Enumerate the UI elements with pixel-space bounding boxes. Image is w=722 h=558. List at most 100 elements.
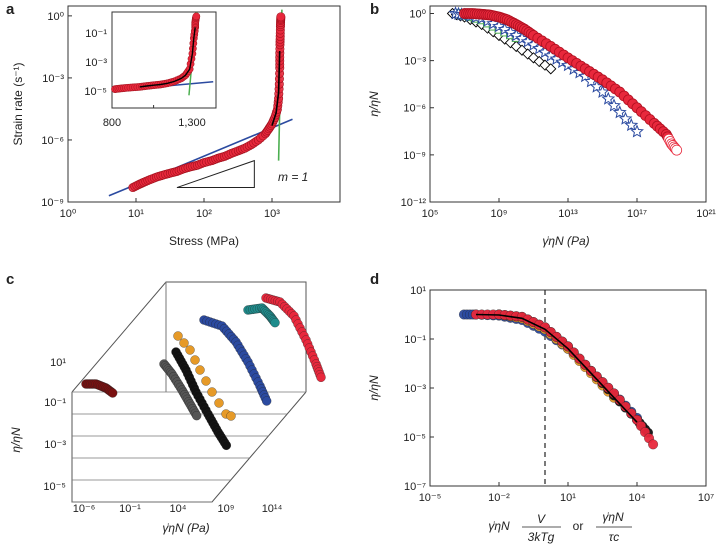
panel-letter-c: c	[6, 271, 14, 288]
panel-c-xtick-label: 10⁻⁶	[73, 503, 96, 515]
panel-d-xtick-label: 10⁴	[629, 492, 646, 504]
star-point	[497, 22, 512, 36]
panel-c-ticks: 10¹ 10⁻¹ 10⁻³ 10⁻⁵ 10⁻⁶ 10⁻¹ 10⁴ 10⁹ 10¹⁴	[43, 357, 282, 515]
panel-d-ylabel: η/ηN	[367, 375, 381, 401]
inset-point	[192, 12, 201, 21]
slope-triangle	[176, 159, 255, 189]
inset-xtick-1: 800	[103, 117, 121, 129]
panel-b-frame	[429, 5, 707, 203]
panel-c-xtick-label: 10⁻¹	[119, 503, 141, 515]
data-point	[580, 359, 591, 370]
diamond-point	[516, 44, 528, 56]
panel-a-ylabel: Strain rate (s⁻¹)	[11, 62, 25, 145]
fit-line-top	[271, 50, 281, 126]
data-point	[276, 12, 286, 22]
data-point	[226, 411, 236, 421]
panel-c-ylabel: η/ηN	[9, 427, 23, 453]
d-frac1-num: V	[537, 512, 546, 526]
panel-d-xtick-label: 10⁻²	[488, 492, 510, 504]
panel-b-points	[446, 6, 683, 156]
panel-b-xtick-label: 10¹³	[558, 208, 578, 220]
panel-b-ytick-label: 10⁻¹²	[401, 197, 427, 209]
inset-black-line	[139, 27, 196, 88]
panel-d-fit-line	[475, 313, 638, 423]
slope-annotation: m = 1	[278, 170, 308, 184]
inset-ytick-3: 10⁻⁵	[84, 86, 107, 98]
panel-b-xlabel: γ̇ηN (Pa)	[542, 234, 589, 248]
panel-a-ytick-label: 10⁻³	[42, 73, 64, 85]
panel-letter-a: a	[6, 1, 15, 18]
panel-d-xtick-label: 10⁻⁵	[419, 492, 442, 504]
panel-a-xtick-label: 10¹	[128, 208, 144, 220]
panel-d-ytick-label: 10⁻⁵	[403, 432, 426, 444]
star-point	[624, 117, 639, 132]
star-point	[612, 105, 627, 119]
data-point	[574, 353, 585, 364]
panel-d-ytick-label: 10¹	[410, 285, 426, 297]
panel-a-ytick-label: 10⁻⁶	[41, 135, 64, 147]
data-point	[108, 388, 118, 398]
panel-d-points	[459, 309, 659, 450]
data-point	[316, 372, 326, 382]
data-point	[563, 341, 573, 352]
panel-c: 10¹ 10⁻¹ 10⁻³ 10⁻⁵ 10⁻⁶ 10⁻¹ 10⁴ 10⁹ 10¹⁴ γ̇ηN (…	[9, 281, 326, 535]
inset-ytick-2: 10⁻³	[85, 57, 107, 69]
data-point	[568, 347, 579, 358]
data-point	[201, 376, 211, 386]
d-xlabel-left: γ̇ηN	[488, 519, 510, 533]
panel-a-points	[128, 12, 286, 193]
panel-b: 10⁵ 10⁹ 10¹³ 10¹⁷ 10²¹ 10⁰ 10⁻³ 10⁻⁶ 10⁻⁹ 10⁻¹² γ…	[367, 5, 716, 248]
panel-b-ytick-label: 10⁻⁹	[403, 150, 426, 162]
data-point	[270, 318, 280, 328]
data-point	[671, 144, 683, 156]
inset-ytick-1: 10⁻¹	[85, 28, 107, 40]
data-point	[192, 411, 202, 421]
panel-c-xtick-label: 10¹⁴	[262, 503, 283, 515]
slope-triangle-path	[176, 159, 255, 189]
d-frac1-den: 3kTg	[528, 530, 555, 544]
inset-frame	[111, 11, 217, 109]
inset-xtick-2: 1,300	[178, 117, 206, 129]
panel-c-xlabel: γ̇ηN (Pa)	[162, 521, 209, 535]
star-point	[607, 98, 621, 112]
diamond-point	[545, 63, 557, 75]
panel-b-xtick-label: 10⁵	[422, 208, 439, 220]
panel-a-xtick-label: 10²	[196, 208, 212, 220]
data-point	[195, 365, 205, 375]
panel-d-xtick-label: 10¹	[560, 492, 576, 504]
panel-d-ytick-label: 10⁻³	[404, 383, 426, 395]
diamond-point	[527, 52, 540, 64]
data-point	[190, 355, 200, 365]
panel-c-xtick-label: 10⁹	[218, 503, 235, 515]
panel-b-ytick-label: 10⁰	[409, 8, 426, 20]
panel-letter-d: d	[370, 271, 379, 288]
panel-c-xtick-label: 10⁴	[170, 503, 187, 515]
data-point	[214, 398, 224, 408]
data-point	[173, 331, 183, 341]
panel-c-ytick-label: 10⁻⁵	[43, 481, 66, 493]
fit-line	[475, 313, 638, 423]
data-point	[207, 387, 217, 397]
panel-b-xtick-label: 10¹⁷	[627, 208, 647, 220]
panel-b-xtick-label: 10²¹	[696, 208, 716, 220]
panel-letter-b: b	[370, 1, 379, 18]
panel-d-frame	[429, 289, 707, 487]
panel-c-ytick-label: 10⁻³	[44, 439, 66, 451]
panel-a-ticks: 10⁰ 10¹ 10² 10³ 10⁰ 10⁻³ 10⁻⁶ 10⁻⁹	[41, 11, 280, 220]
panel-d-xlabel: γ̇ηN V 3kTg or γ̇ηN τc	[488, 510, 632, 544]
panel-b-xtick-label: 10⁹	[491, 208, 508, 220]
panel-a-xtick-label: 10⁰	[60, 208, 77, 220]
star-point	[509, 28, 524, 42]
panel-a-ytick-label: 10⁰	[47, 11, 64, 23]
d-frac2-den: τc	[609, 530, 620, 544]
star-point	[601, 91, 616, 105]
panel-a: 10⁰ 10¹ 10² 10³ 10⁰ 10⁻³ 10⁻⁶ 10⁻⁹ m = 1 Stress…	[11, 5, 341, 248]
data-point	[262, 396, 272, 406]
panel-a-ytick-label: 10⁻⁹	[41, 197, 64, 209]
panel-a-xlabel: Stress (MPa)	[169, 234, 239, 248]
data-point	[620, 401, 631, 412]
panel-b-ticks: 10⁵ 10⁹ 10¹³ 10¹⁷ 10²¹ 10⁰ 10⁻³ 10⁻⁶ 10⁻⁹ 10⁻¹²	[401, 8, 716, 220]
